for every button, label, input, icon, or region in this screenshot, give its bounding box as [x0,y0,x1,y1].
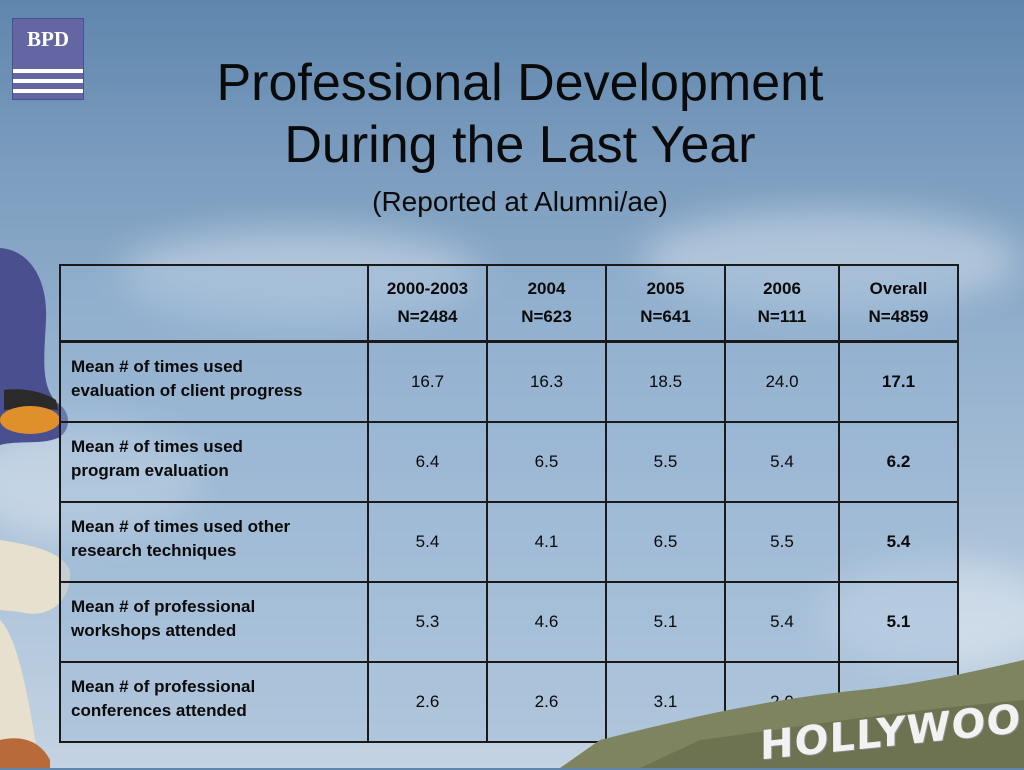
table-cell: 16.7 [367,340,488,423]
header-cell: 2005 N=641 [605,264,726,343]
table-cell: 4.1 [486,501,607,583]
header-cell-empty [59,264,369,343]
slide-title: Professional Development During the Last… [0,52,1024,176]
table-cell: 5.4 [724,421,840,503]
table-row: Mean # of times used other research techn… [59,501,959,583]
data-table: 2000-2003 N=2484 2004 N=623 2005 N=641 2006… [59,264,959,743]
table-cell: 5.4 [724,581,840,663]
table-row: Mean # of times used evaluation of client… [59,340,959,423]
table-cell: 6.4 [367,421,488,503]
table-cell: 5.5 [605,421,726,503]
table-cell: 18.5 [605,340,726,423]
row-label: Mean # of professional conferences attend… [59,661,369,743]
overall-cell: 6.2 [838,421,959,503]
row-label: Mean # of times used program evaluation [59,421,369,503]
bpd-logo: BPD [12,18,84,100]
slide-subtitle: (Reported at Alumni/ae) [372,186,668,217]
roadrunner-mascot [0,248,71,768]
table-cell: 5.3 [367,581,488,663]
table-cell: 5.1 [605,581,726,663]
table-row: Mean # of professional workshops attended… [59,581,959,663]
table-cell: 5.4 [367,501,488,583]
header-row: 2000-2003 N=2484 2004 N=623 2005 N=641 2006… [59,264,959,343]
header-cell: Overall N=4859 [838,264,959,343]
header-cell: 2006 N=111 [724,264,840,343]
table-cell: 5.5 [724,501,840,583]
row-label: Mean # of times used other research techn… [59,501,369,583]
table-cell: 16.3 [486,340,607,423]
table-cell: 2.6 [486,661,607,743]
table-cell: 24.0 [724,340,840,423]
table-cell: 4.6 [486,581,607,663]
logo-stripe [13,89,83,93]
logo-stripe [13,79,83,83]
overall-cell: 5.1 [838,581,959,663]
row-label: Mean # of professional workshops attended [59,581,369,663]
row-label: Mean # of times used evaluation of client… [59,340,369,423]
hills-background [560,660,1024,768]
table-row: Mean # of times used program evaluation 6… [59,421,959,503]
overall-cell: 17.1 [838,340,959,423]
table-cell: 2.6 [367,661,488,743]
logo-stripe [13,69,83,73]
header-cell: 2000-2003 N=2484 [367,264,488,343]
logo-text: BPD [27,27,69,51]
overall-cell: 5.4 [838,501,959,583]
table-cell: 6.5 [486,421,607,503]
title-line-2: During the Last Year [284,116,756,174]
title-line-1: Professional Development [216,54,824,112]
header-cell: 2004 N=623 [486,264,607,343]
table-cell: 6.5 [605,501,726,583]
